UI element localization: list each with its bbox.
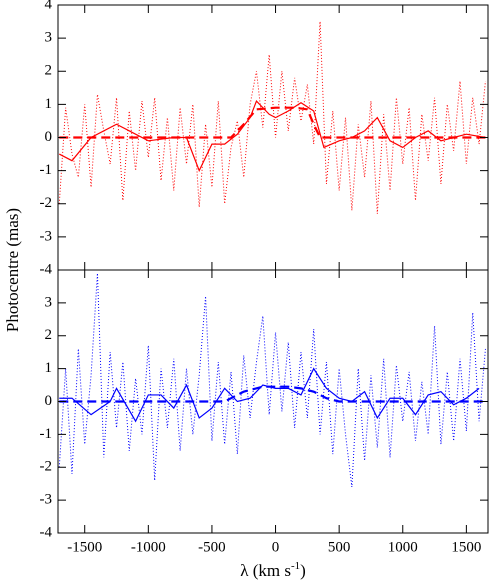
x-tick-label: 500 [328, 539, 351, 555]
x-tick-label: 1000 [388, 539, 418, 555]
x-axis-label: λ (km s-1) [240, 560, 306, 580]
y-tick-label: 1 [45, 360, 53, 376]
series-line [58, 21, 486, 214]
x-tick-label: 0 [272, 539, 280, 555]
x-tick-label: 1500 [451, 539, 481, 555]
y-tick-label: -3 [40, 228, 53, 244]
series-line [58, 273, 486, 488]
y-tick-label: 2 [45, 63, 53, 79]
y-tick-label: -2 [40, 459, 53, 475]
y-tick-label: -1 [40, 426, 53, 442]
y-tick-label: 0 [45, 129, 53, 145]
series-line [59, 367, 480, 423]
y-tick-label: 3 [45, 30, 53, 46]
x-tick-label: -1000 [131, 539, 166, 555]
y-tick-label: 0 [45, 393, 53, 409]
y-axis-label: Photocentre (mas) [3, 208, 22, 332]
y-tick-label: 1 [45, 96, 53, 112]
series-line [59, 385, 486, 403]
x-tick-label: -1500 [67, 539, 102, 555]
y-tick-label: 4 [45, 0, 53, 12]
series-line [58, 99, 486, 173]
y-tick-label: -4 [40, 524, 53, 540]
y-tick-label: -2 [40, 195, 53, 211]
y-tick-label: 2 [45, 327, 53, 343]
series-line [59, 106, 486, 139]
y-tick-label: -3 [40, 492, 53, 508]
y-tick-label: -1 [40, 162, 53, 178]
y-tick-label: -4 [40, 261, 53, 277]
x-tick-label: -500 [198, 539, 226, 555]
y-tick-label: 3 [45, 294, 53, 310]
